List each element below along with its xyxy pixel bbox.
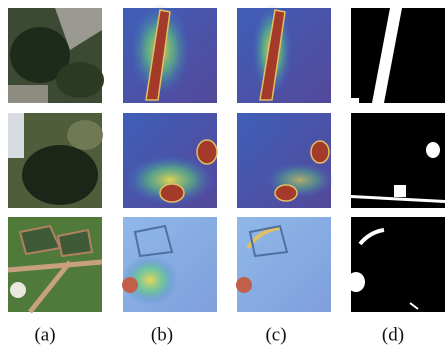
mask-2 [351,113,445,208]
caption: (a) [34,324,55,345]
heatmap-b-3 [122,217,217,312]
aerial-image-1 [8,8,104,103]
heatmap-c-3 [236,217,331,312]
caption: (c) [265,324,286,345]
heatmap-c-1 [237,4,331,103]
aerial-image-3 [7,217,103,314]
caption: (b) [151,324,173,345]
mask-1 [351,8,445,103]
caption: (d) [382,324,404,345]
heatmap-b-1 [123,4,217,103]
heatmap-c-2 [237,113,335,208]
heatmap-b-2 [123,113,218,208]
aerial-image-2 [8,113,103,208]
mask-3 [347,217,445,312]
